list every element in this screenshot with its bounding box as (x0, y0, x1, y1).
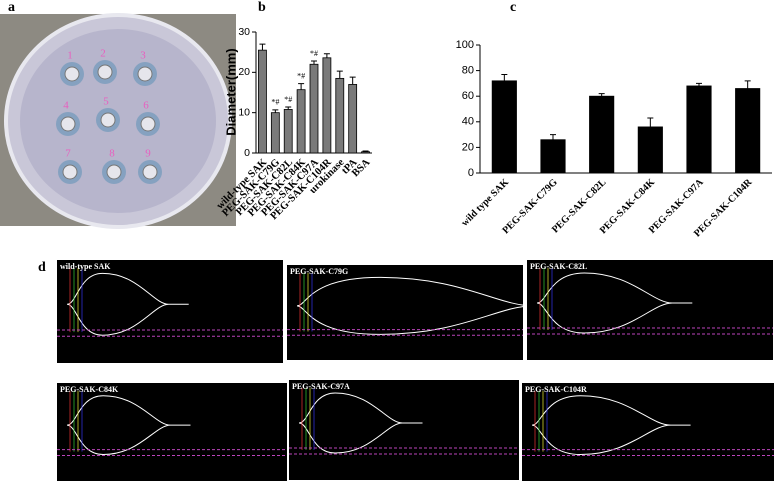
y-axis-label: Diameter(mm) (223, 48, 238, 135)
y-tick-label: 60 (462, 90, 474, 102)
error-bar (362, 150, 369, 152)
teg-panel (57, 260, 283, 363)
y-tick-label: 100 (456, 39, 474, 51)
error-bar (272, 109, 279, 113)
teg-trace (298, 392, 423, 454)
teg-panel (527, 260, 773, 360)
teg-title: PEG-SAK-C97A (292, 382, 350, 391)
well (100, 112, 116, 128)
teg-title: PEG-SAK-C79G (290, 267, 348, 276)
error-bar (744, 80, 751, 89)
well-number: 7 (65, 148, 71, 160)
error-bar (598, 93, 605, 97)
teg-title: PEG-SAK-C82L (530, 262, 587, 271)
well (106, 164, 122, 180)
well (60, 116, 76, 132)
teg-panel (57, 383, 287, 481)
bar (296, 89, 306, 154)
error-bar (696, 82, 702, 86)
error-bar (550, 134, 556, 140)
bar (322, 57, 332, 154)
well-number: 4 (63, 100, 69, 112)
y-tick-label: 0 (244, 147, 250, 159)
panel-label: c (510, 0, 516, 15)
error-bar (298, 83, 305, 90)
teg-panel (289, 380, 519, 480)
bar (637, 126, 663, 174)
y-tick-label: 40 (462, 116, 474, 128)
error-bar (501, 73, 508, 81)
well-number: 8 (109, 148, 115, 160)
teg-trace (66, 272, 189, 336)
teg-panel (522, 383, 774, 481)
error-bar (647, 117, 654, 127)
bar (491, 80, 517, 174)
well-number: 9 (145, 148, 151, 160)
well (137, 66, 153, 82)
error-bar (349, 76, 356, 85)
error-bar (285, 106, 292, 110)
bar (361, 151, 370, 154)
significance-label: *# (297, 71, 305, 80)
bar (309, 63, 319, 154)
significance-label: *# (271, 98, 279, 107)
y-tick-label: 10 (238, 106, 250, 118)
well-number: 6 (143, 100, 149, 112)
bar (270, 112, 280, 154)
bar (735, 88, 761, 174)
well-number: 2 (100, 48, 106, 60)
teg-title: PEG-SAK-C104R (525, 385, 587, 394)
teg-trace (536, 272, 693, 334)
well (62, 164, 78, 180)
well (140, 116, 156, 132)
y-tick-label: 20 (462, 141, 474, 153)
teg-title: PEG-SAK-C84K (60, 385, 119, 394)
bar (283, 109, 293, 154)
error-bar (323, 53, 330, 58)
well-number: 3 (140, 50, 146, 62)
well (97, 64, 113, 80)
teg-trace (66, 395, 191, 456)
y-tick-label: 0 (468, 167, 474, 179)
panel-label: d (38, 260, 46, 275)
significance-label: *# (310, 49, 318, 58)
well-number: 1 (67, 50, 73, 62)
panel-label: a (8, 0, 15, 15)
bar (589, 95, 615, 174)
well (64, 66, 80, 82)
bar (686, 85, 712, 174)
y-tick-label: 80 (462, 65, 474, 77)
teg-title: wild-type SAK (60, 262, 111, 271)
bar (540, 139, 566, 174)
error-bar (259, 43, 266, 51)
teg-trace (531, 395, 691, 456)
teg-panel (287, 265, 523, 360)
y-tick-label: 20 (238, 66, 250, 78)
error-bar (336, 70, 343, 79)
well-number: 5 (103, 96, 109, 108)
y-tick-label: 30 (238, 26, 250, 38)
significance-label: *# (284, 95, 292, 104)
well (142, 164, 158, 180)
bar (258, 49, 267, 154)
bar (335, 77, 345, 154)
panel-label: b (258, 0, 266, 15)
error-bar (311, 60, 317, 65)
bar (348, 84, 358, 154)
x-tick-label: wild type SAK (459, 177, 511, 229)
